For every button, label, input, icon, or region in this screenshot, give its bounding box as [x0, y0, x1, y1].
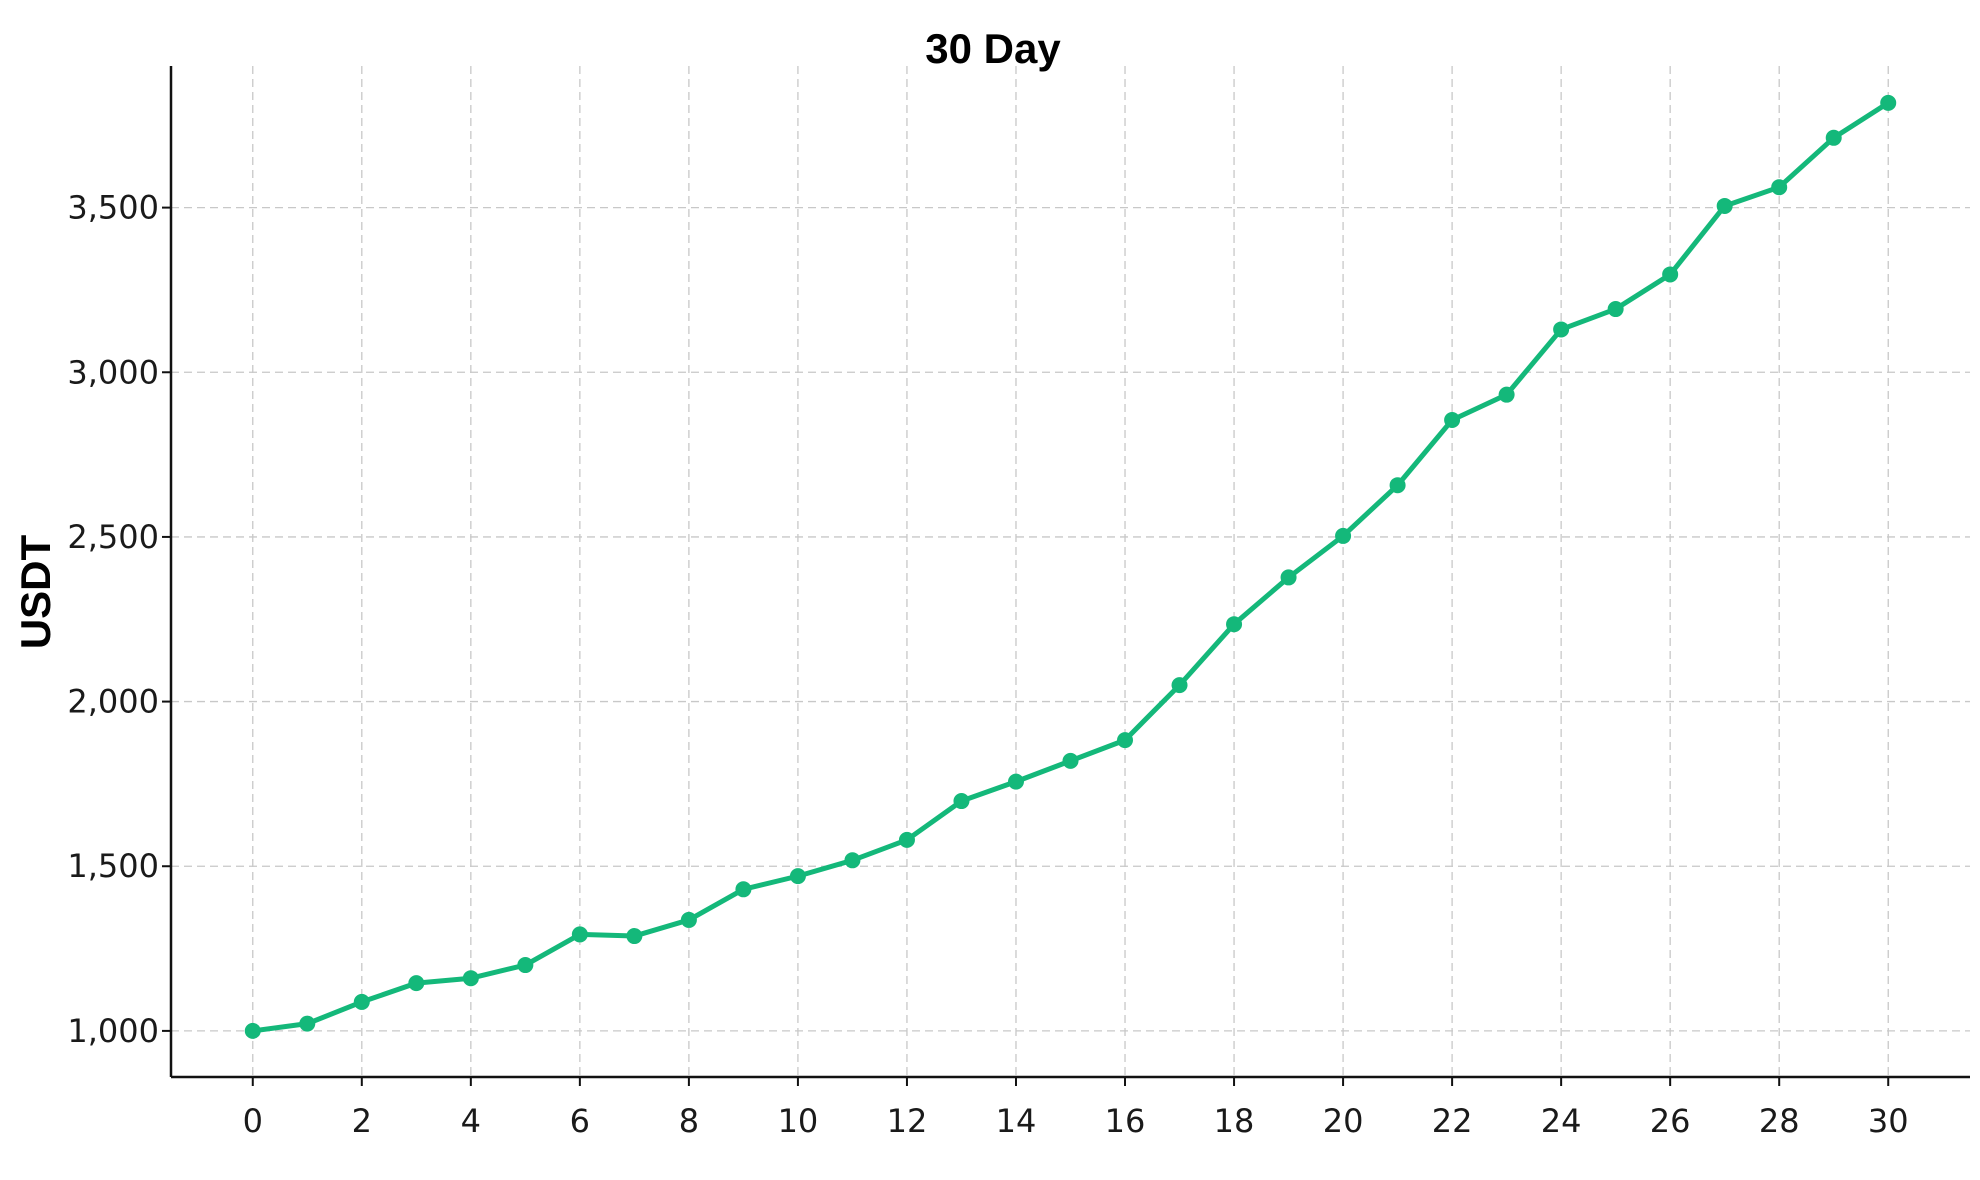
y-tick-label: 3,500 — [67, 189, 159, 227]
data-point — [680, 911, 697, 928]
x-tick-label: 6 — [570, 1102, 590, 1140]
y-tick-label: 2,500 — [67, 518, 159, 556]
data-point — [462, 970, 479, 987]
data-point — [1825, 129, 1842, 146]
data-point — [1062, 752, 1079, 769]
data-point — [844, 852, 861, 869]
data-point — [244, 1022, 261, 1039]
x-tick-label: 24 — [1541, 1102, 1582, 1140]
data-point — [1335, 527, 1352, 544]
data-point — [517, 957, 534, 974]
data-point — [1662, 266, 1679, 283]
data-point — [571, 926, 588, 943]
data-point — [1553, 321, 1570, 338]
x-tick-label: 26 — [1650, 1102, 1691, 1140]
y-tick-label: 1,000 — [67, 1012, 159, 1050]
data-point — [1171, 677, 1188, 694]
x-tick-label: 22 — [1432, 1102, 1473, 1140]
data-point — [1880, 94, 1897, 111]
x-tick-label: 30 — [1868, 1102, 1909, 1140]
data-point — [898, 831, 915, 848]
data-point — [1498, 386, 1515, 403]
grid — [171, 66, 1970, 1077]
data-point — [408, 975, 425, 992]
chart-title: 30 Day — [925, 25, 1061, 72]
series-layer — [244, 94, 1897, 1039]
x-tick-label: 10 — [778, 1102, 819, 1140]
data-point — [1280, 569, 1297, 586]
y-tick-label: 2,000 — [67, 683, 159, 721]
x-tick-label: 2 — [352, 1102, 372, 1140]
x-tick-label: 8 — [679, 1102, 699, 1140]
x-tick-label: 16 — [1105, 1102, 1146, 1140]
data-point — [953, 793, 970, 810]
y-axis-label: USDT — [12, 534, 59, 649]
data-point — [1771, 179, 1788, 196]
data-point — [1444, 412, 1461, 429]
series-line — [250, 100, 1891, 1034]
data-point — [353, 993, 370, 1010]
x-axis-ticks: 0 2 4 6 8 10 12 14 16 18 20 22 24 26 28 30 — [243, 1077, 1909, 1140]
y-axis-ticks: 1,000 1,500 2,000 2,500 3,000 3,500 — [67, 189, 171, 1050]
data-point — [1226, 616, 1243, 633]
data-point — [1007, 773, 1024, 790]
data-point — [1117, 732, 1134, 749]
x-tick-label: 4 — [461, 1102, 481, 1140]
data-point — [626, 928, 643, 945]
data-point — [735, 881, 752, 898]
x-tick-label: 20 — [1323, 1102, 1364, 1140]
x-tick-label: 0 — [243, 1102, 263, 1140]
x-tick-label: 12 — [887, 1102, 928, 1140]
data-point — [1716, 197, 1733, 214]
x-tick-label: 28 — [1759, 1102, 1800, 1140]
x-tick-label: 14 — [996, 1102, 1037, 1140]
y-tick-label: 3,000 — [67, 353, 159, 391]
data-point — [789, 868, 806, 885]
data-point — [299, 1015, 316, 1032]
data-point — [1389, 477, 1406, 494]
data-point — [1607, 301, 1624, 318]
y-tick-label: 1,500 — [67, 847, 159, 885]
x-tick-label: 18 — [1214, 1102, 1255, 1140]
axes — [169, 66, 1970, 1079]
